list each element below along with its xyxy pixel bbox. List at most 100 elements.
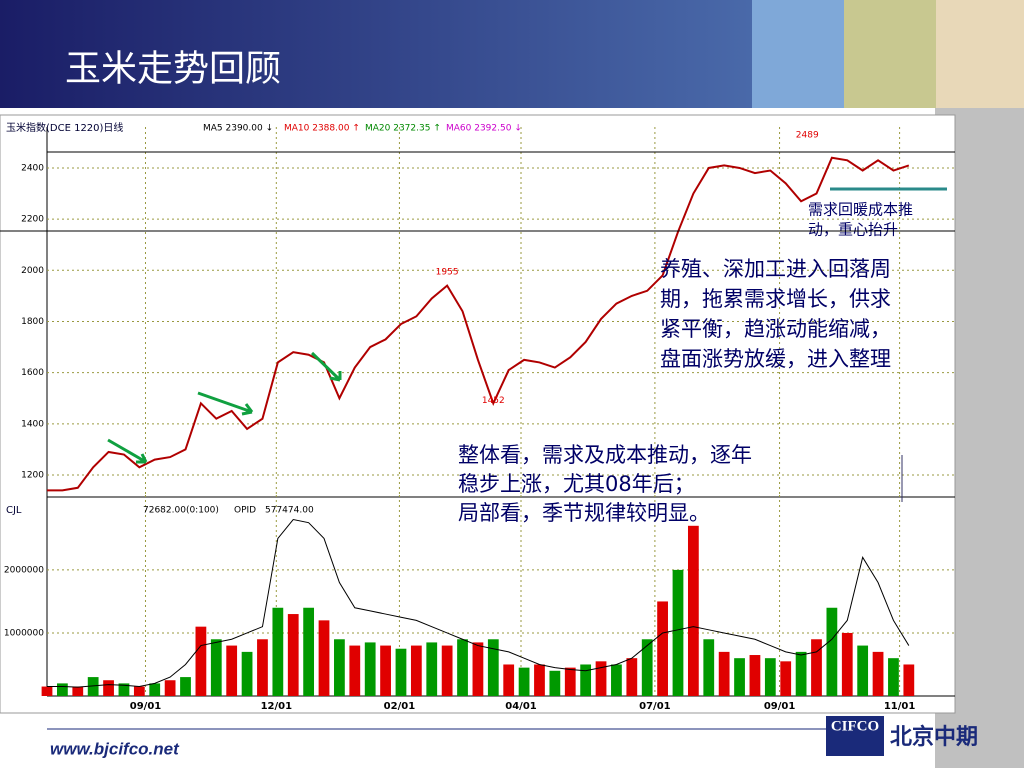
x-tick-label: 12/01	[261, 701, 293, 712]
volume-bar	[487, 639, 499, 696]
volume-bar	[841, 632, 853, 696]
y-tick-label: 2400	[21, 163, 44, 173]
volume-bar	[210, 639, 222, 696]
series-label: OPID	[234, 506, 256, 516]
series-label: 577474.00	[265, 506, 314, 516]
indicator: MA60 2392.50 ↓	[446, 124, 522, 134]
volume-bar	[72, 686, 84, 696]
x-tick-label: 04/01	[505, 701, 537, 712]
y-tick-label: 1200	[21, 470, 44, 480]
y-tick-label: 1600	[21, 368, 44, 378]
logo-box	[826, 716, 884, 756]
volume-bar	[164, 680, 176, 696]
note: 动，重心抬升	[808, 221, 898, 239]
volume-bar	[611, 664, 622, 696]
x-tick-label: 07/01	[639, 701, 671, 712]
volume-bar	[687, 525, 699, 696]
y-tick-label: 2000	[21, 266, 44, 276]
volume-bar	[195, 626, 207, 696]
volume-bar	[872, 651, 884, 696]
panel-label: 玉米指数(DCE 1220)日线	[6, 121, 123, 134]
volume-bar	[734, 658, 745, 696]
volume-bar	[626, 658, 638, 696]
volume-bar	[133, 686, 145, 696]
volume-bar	[57, 683, 68, 696]
volume-bar	[41, 686, 53, 696]
volume-bar	[503, 664, 515, 696]
volume-bar	[287, 614, 299, 696]
volume-bar	[811, 639, 822, 696]
header-band	[0, 0, 760, 108]
volume-bar	[103, 680, 114, 696]
volume-bar	[549, 670, 561, 696]
y-tick-label: 2000000	[4, 565, 44, 575]
volume-bar	[472, 642, 484, 696]
volume-bar	[87, 677, 99, 696]
volume-bar	[349, 645, 361, 696]
volume-bar	[672, 569, 684, 696]
volume-bar	[764, 658, 776, 696]
slide-title: 玉米走势回顾	[65, 48, 281, 88]
header-image	[936, 0, 1024, 108]
volume-bar	[241, 651, 253, 696]
annotation: 1452	[482, 396, 505, 406]
footer-url: www.bjcifco.net	[50, 739, 180, 758]
chart-panel	[0, 114, 956, 714]
annotation: 2489	[796, 131, 819, 141]
logo: CIFCO	[831, 718, 879, 734]
volume-bar	[395, 648, 407, 696]
x-tick-label: 09/01	[764, 701, 796, 712]
header-image	[844, 0, 936, 108]
panel-label: CJL	[6, 505, 22, 516]
volume-bar	[426, 642, 438, 696]
volume-bar	[641, 639, 653, 696]
note: 需求回暖成本推	[808, 201, 913, 219]
volume-bar	[410, 645, 422, 696]
y-tick-label: 1000000	[4, 628, 44, 638]
volume-bar	[718, 651, 730, 696]
note: 整体看，需求及成本推动，逐年	[458, 443, 752, 467]
indicator: MA20 2372.35 ↑	[365, 124, 441, 134]
annotation: 1955	[436, 267, 459, 277]
volume-bar	[580, 664, 592, 696]
indicator: MA5 2390.00 ↓	[203, 124, 273, 134]
volume-bar	[534, 664, 545, 696]
y-tick-label: 2200	[21, 215, 44, 225]
x-tick-label: 11/01	[884, 701, 916, 712]
volume-bar	[749, 655, 761, 696]
volume-bar	[657, 601, 668, 696]
x-tick-label: 02/01	[384, 701, 416, 712]
indicator: MA10 2388.00 ↑	[284, 124, 360, 134]
volume-bar	[380, 645, 391, 696]
note: 盘面涨势放缓，进入整理	[660, 347, 891, 371]
company: 北京中期	[890, 724, 978, 750]
volume-bar	[364, 642, 376, 696]
price-line	[47, 156, 910, 492]
charts: 玉米指数(DCE 1220)日线 1200 1400 1600 1800 2000 2200…	[4, 121, 955, 712]
volume-bar	[703, 639, 715, 696]
volume-bar	[518, 667, 530, 696]
volume-bar	[457, 639, 468, 696]
volume-bar	[226, 645, 238, 696]
volume-bar	[903, 664, 915, 696]
volume-bar	[272, 607, 284, 696]
volume-bar	[334, 639, 345, 696]
volume-bar	[180, 677, 191, 696]
header-image	[752, 0, 844, 108]
opid-line	[47, 518, 910, 688]
y-tick-label: 1800	[21, 317, 44, 327]
volume-bar	[318, 620, 330, 696]
note: 稳步上涨，尤其08年后；	[458, 472, 695, 496]
volume-bar	[857, 645, 869, 696]
volume-bar	[149, 683, 161, 696]
volume-bar	[780, 661, 792, 696]
volume-bar	[118, 683, 130, 696]
y-tick-label: 1400	[21, 419, 44, 429]
volume-bar	[303, 607, 315, 696]
note: 局部看，季节规律较明显。	[458, 501, 710, 525]
note: 紧平衡，趋涨动能缩减，	[660, 317, 891, 341]
volume-bar	[564, 667, 576, 696]
volume-bar	[888, 658, 899, 696]
volume-bar	[595, 661, 607, 696]
